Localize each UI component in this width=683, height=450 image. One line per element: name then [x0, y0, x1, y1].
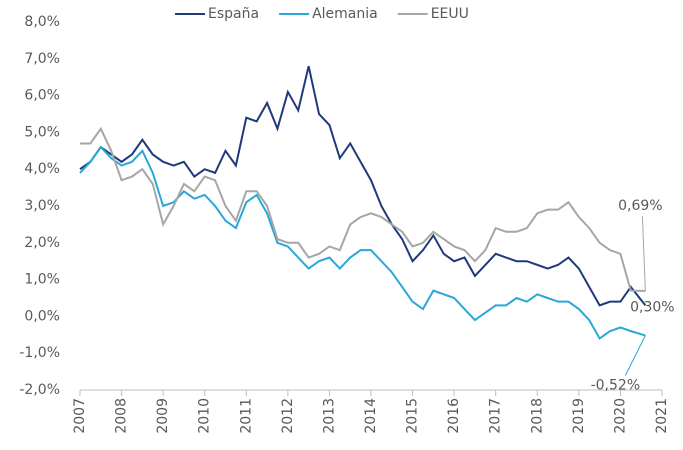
x-tick-label: 2019: [571, 398, 587, 434]
x-tick-label: 2018: [529, 398, 545, 434]
x-tick-label: 2013: [321, 398, 337, 434]
y-tick-label: 3,0%: [24, 198, 60, 214]
y-tick-label: 2,0%: [24, 235, 60, 251]
series-line: [79, 65, 647, 307]
legend-label: Alemania: [312, 6, 378, 22]
y-tick-label: 8,0%: [24, 14, 60, 30]
legend-label: España: [208, 6, 259, 22]
legend-label: EEUU: [431, 6, 469, 22]
series-line: [79, 145, 646, 340]
x-tick-label: 2009: [155, 398, 171, 434]
annotation-leader: [624, 335, 646, 376]
x-tick-label: 2015: [405, 398, 421, 434]
series-line: [80, 126, 646, 293]
annotation-leader: [641, 215, 646, 292]
y-tick-label: 6,0%: [24, 88, 60, 104]
y-tick-label: -1,0%: [19, 345, 60, 361]
x-tick-label: 2007: [72, 398, 88, 434]
x-tick-label: 2016: [446, 398, 462, 434]
x-tick-label: 2017: [488, 398, 504, 434]
y-tick-label: 5,0%: [24, 124, 60, 140]
x-tick-label: 2021: [654, 398, 670, 434]
annotation: 0,30%: [630, 299, 674, 315]
y-tick-label: 4,0%: [24, 161, 60, 177]
y-tick-label: 7,0%: [24, 51, 60, 67]
x-tick-label: 2014: [363, 398, 379, 434]
x-tick-label: 2012: [280, 398, 296, 434]
annotation: -0,52%: [591, 378, 641, 394]
x-tick-label: 2008: [114, 398, 130, 434]
y-tick-label: 0,0%: [24, 308, 60, 324]
x-tick-label: 2011: [238, 398, 254, 434]
x-tick-label: 2020: [612, 398, 628, 434]
y-tick-label: -2,0%: [19, 382, 60, 398]
annotation: 0,69%: [618, 198, 662, 214]
x-tick-label: 2010: [197, 398, 213, 434]
y-tick-label: 1,0%: [24, 272, 60, 288]
